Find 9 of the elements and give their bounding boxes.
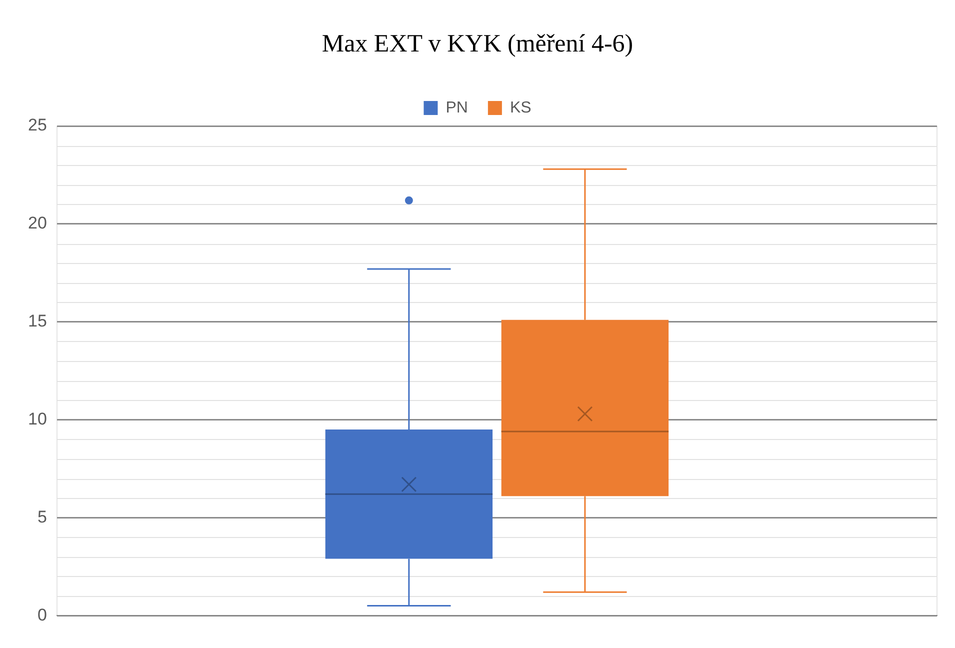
legend-label: PN: [446, 99, 468, 116]
y-tick-label: 10: [28, 409, 47, 428]
y-tick-label: 25: [28, 116, 47, 135]
legend-label: KS: [510, 99, 532, 116]
y-tick-label: 15: [28, 312, 47, 331]
y-tick-label: 0: [37, 605, 47, 624]
y-tick-label: 20: [28, 214, 47, 233]
chart-title: Max EXT v KYK (měření 4-6): [322, 30, 634, 58]
y-tick-label: 5: [37, 507, 47, 526]
